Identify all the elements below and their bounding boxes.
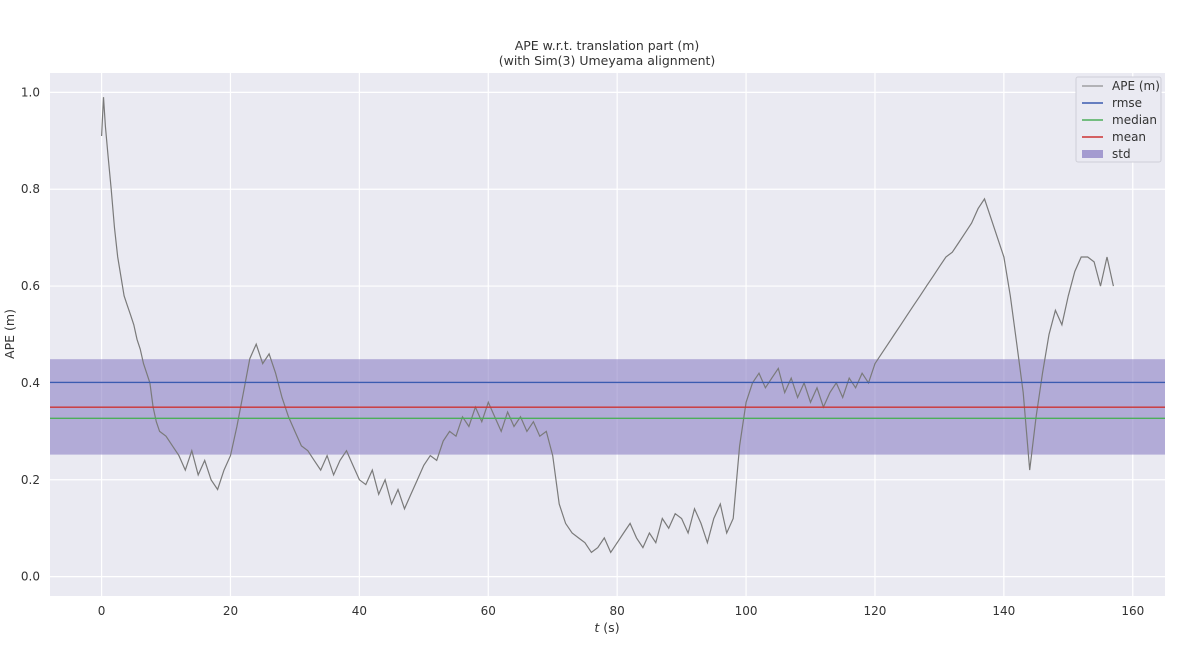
x-tick-label: 60 bbox=[481, 604, 496, 618]
x-tick-label: 120 bbox=[864, 604, 887, 618]
legend-label: rmse bbox=[1112, 96, 1142, 110]
y-tick-label: 0.4 bbox=[21, 376, 40, 390]
legend-label: APE (m) bbox=[1112, 79, 1160, 93]
y-axis-label: APE (m) bbox=[2, 309, 17, 359]
y-tick-label: 0.6 bbox=[21, 279, 40, 293]
x-tick-label: 140 bbox=[992, 604, 1015, 618]
legend-label: median bbox=[1112, 113, 1157, 127]
x-axis-ticks: 0 20 40 60 80 100 120 140 160 bbox=[98, 604, 1144, 618]
chart-title: APE w.r.t. translation part (m) bbox=[515, 38, 700, 53]
ape-series-line bbox=[101, 97, 1114, 554]
y-tick-label: 0.8 bbox=[21, 182, 40, 196]
legend-label: std bbox=[1112, 147, 1131, 161]
y-axis-ticks: 0.0 0.2 0.4 0.6 0.8 1.0 bbox=[21, 85, 40, 583]
y-tick-label: 0.0 bbox=[21, 570, 40, 584]
y-tick-label: 0.2 bbox=[21, 473, 40, 487]
x-tick-label: 80 bbox=[610, 604, 625, 618]
x-tick-label: 100 bbox=[735, 604, 758, 618]
x-tick-label: 40 bbox=[352, 604, 367, 618]
legend-label: mean bbox=[1112, 130, 1146, 144]
x-axis-label-unit: (s) bbox=[599, 620, 619, 635]
plot-area bbox=[50, 73, 1165, 596]
x-tick-label: 160 bbox=[1121, 604, 1144, 618]
chart-subtitle: (with Sim(3) Umeyama alignment) bbox=[499, 53, 716, 68]
x-tick-label: 20 bbox=[223, 604, 238, 618]
x-axis-label: t (s) bbox=[594, 620, 619, 635]
x-tick-label: 0 bbox=[98, 604, 106, 618]
legend-box bbox=[1075, 76, 1162, 163]
legend: APE (m) rmse median mean std bbox=[1075, 76, 1162, 163]
legend-swatch bbox=[1082, 150, 1103, 158]
y-tick-label: 1.0 bbox=[21, 85, 40, 99]
x-axis-label-var: t bbox=[594, 620, 600, 635]
